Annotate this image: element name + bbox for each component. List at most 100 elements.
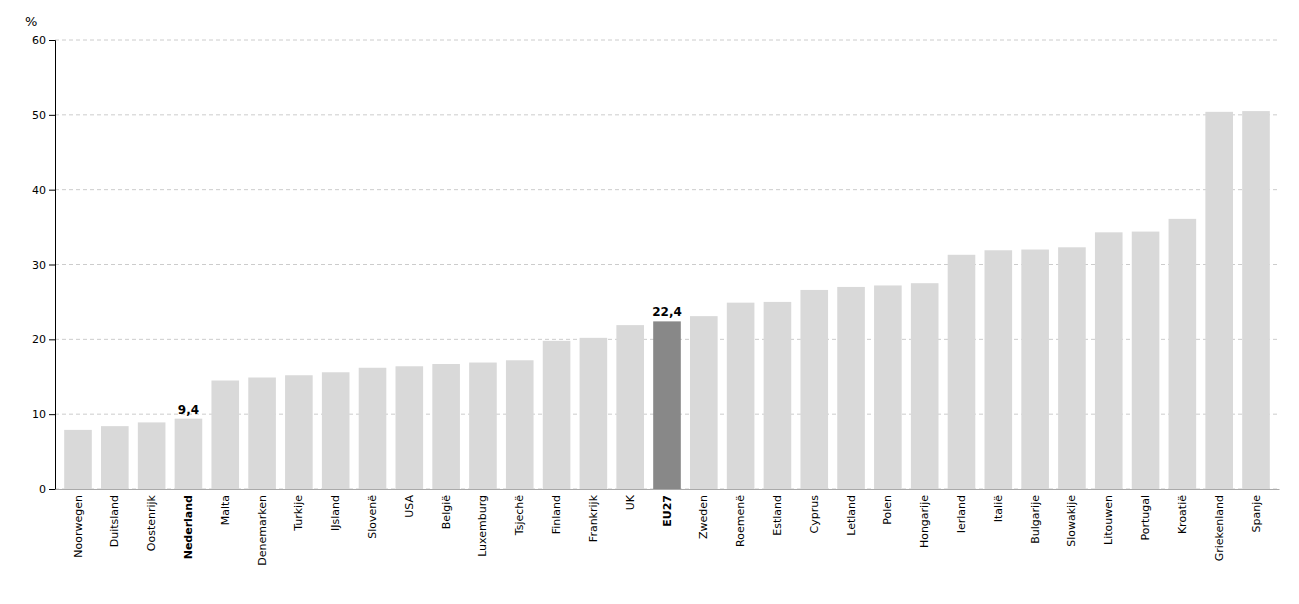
x-tick: Turkije [292, 489, 305, 532]
x-tick: Denemarken [256, 489, 269, 566]
x-tick-label: Italië [992, 495, 1005, 522]
x-tick-label: Bulgarije [1029, 495, 1042, 544]
x-tick-label: EU27 [661, 495, 674, 527]
x-tick: Finland [550, 489, 563, 534]
x-tick-label: Noorwegen [72, 495, 85, 558]
bar [690, 316, 718, 489]
x-tick: Zweden [697, 489, 710, 539]
x-tick: Griekenland [1213, 489, 1226, 561]
bar [543, 341, 571, 489]
x-axis: NoorwegenDuitslandOostenrijkNederlandMal… [56, 489, 1280, 566]
x-tick-label: USA [403, 495, 416, 518]
bar [101, 426, 129, 489]
y-tick-mark [49, 265, 55, 266]
x-tick: Estland [771, 489, 784, 536]
x-tick-label: Kroatië [1176, 495, 1189, 534]
x-tick-label: Spanje [1250, 495, 1263, 533]
x-tick-label: Estland [771, 495, 784, 536]
x-tick-label: Griekenland [1213, 495, 1226, 561]
x-tick-label: Letland [845, 495, 858, 536]
y-tick-label: 50 [32, 109, 46, 122]
plot: 0102030405060NoorwegenDuitslandOostenrij… [32, 34, 1280, 566]
bar [175, 419, 203, 489]
y-tick-mark [49, 190, 55, 191]
bar [948, 255, 976, 489]
bar [396, 366, 424, 489]
bar [469, 363, 497, 489]
x-tick-label: Nederland [182, 495, 195, 559]
x-tick: België [440, 489, 453, 529]
x-tick-label: Roemenë [734, 495, 747, 547]
x-axis-line [56, 489, 1280, 490]
bar [727, 303, 755, 489]
x-tick-label: Denemarken [256, 495, 269, 566]
bar [1058, 247, 1086, 489]
bar [653, 321, 681, 489]
x-tick: Spanje [1250, 489, 1263, 533]
y-tick-mark [49, 40, 55, 41]
grid-line [55, 114, 1279, 115]
y-tick-mark [49, 414, 55, 415]
x-tick: Kroatië [1176, 489, 1189, 534]
x-tick: Roemenë [734, 489, 747, 547]
x-tick-label: Zweden [697, 495, 710, 539]
x-tick: Ierland [955, 489, 968, 533]
x-tick: Polen [881, 489, 894, 525]
x-tick: Duitsland [108, 489, 121, 547]
x-tick: Bulgarije [1029, 489, 1042, 544]
x-tick: Hongarije [918, 489, 931, 548]
y-tick: 30 [32, 259, 55, 272]
x-tick: Frankrijk [587, 489, 600, 542]
y-tick: 0 [39, 483, 55, 496]
x-tick: Portugal [1139, 489, 1152, 541]
x-tick-label: Luxemburg [476, 495, 489, 557]
y-tick-mark [49, 339, 55, 340]
y-tick-label: 20 [32, 333, 46, 346]
x-tick: USA [403, 489, 416, 518]
grid-line [55, 189, 1279, 190]
y-axis-line [49, 41, 56, 490]
x-tick: Cyprus [808, 489, 821, 533]
bar [1205, 112, 1233, 489]
y-tick-label: 40 [32, 184, 46, 197]
grid-line [55, 40, 1279, 41]
x-tick-label: Turkije [292, 495, 305, 532]
chart: 0102030405060NoorwegenDuitslandOostenrij… [0, 0, 1299, 604]
x-tick: EU27 [661, 489, 674, 527]
y-tick-label: 10 [32, 408, 46, 421]
y-tick: 50 [32, 109, 55, 122]
bars [64, 111, 1270, 489]
x-tick: UK [624, 489, 637, 510]
x-tick: Italië [992, 489, 1005, 522]
y-axis: 0 10 20 30 40 50 60 [32, 34, 56, 496]
x-tick: Tsjechë [513, 489, 526, 536]
x-tick-label: Polen [881, 495, 894, 525]
bar [911, 283, 939, 489]
bar [1095, 232, 1123, 489]
bar [1242, 111, 1270, 489]
x-tick: Slowakije [1065, 489, 1078, 547]
grid [55, 40, 1279, 489]
bar [1132, 232, 1160, 489]
y-tick: 20 [32, 333, 55, 346]
x-tick: Letland [845, 489, 858, 536]
y-tick: 10 [32, 408, 55, 421]
bar [800, 290, 828, 489]
annotation: 9,4 [178, 403, 199, 417]
x-tick-label: België [440, 495, 453, 529]
annotation: 22,4 [652, 305, 682, 319]
x-tick: Slovenë [366, 489, 379, 539]
bar [985, 250, 1013, 489]
annotations: 9,4 22,4 [178, 305, 682, 416]
bar [837, 287, 865, 489]
bar [64, 430, 92, 489]
x-tick: Noorwegen [72, 489, 85, 558]
bar [432, 364, 460, 489]
x-tick-label: Cyprus [808, 495, 821, 534]
x-tick-label: UK [624, 494, 637, 510]
x-tick-label: Slovenë [366, 495, 379, 539]
x-tick-label: IJsland [329, 495, 342, 531]
x-tick-label: Duitsland [108, 495, 121, 547]
y-tick: 60 [32, 34, 55, 47]
x-tick: Malta [219, 489, 232, 525]
